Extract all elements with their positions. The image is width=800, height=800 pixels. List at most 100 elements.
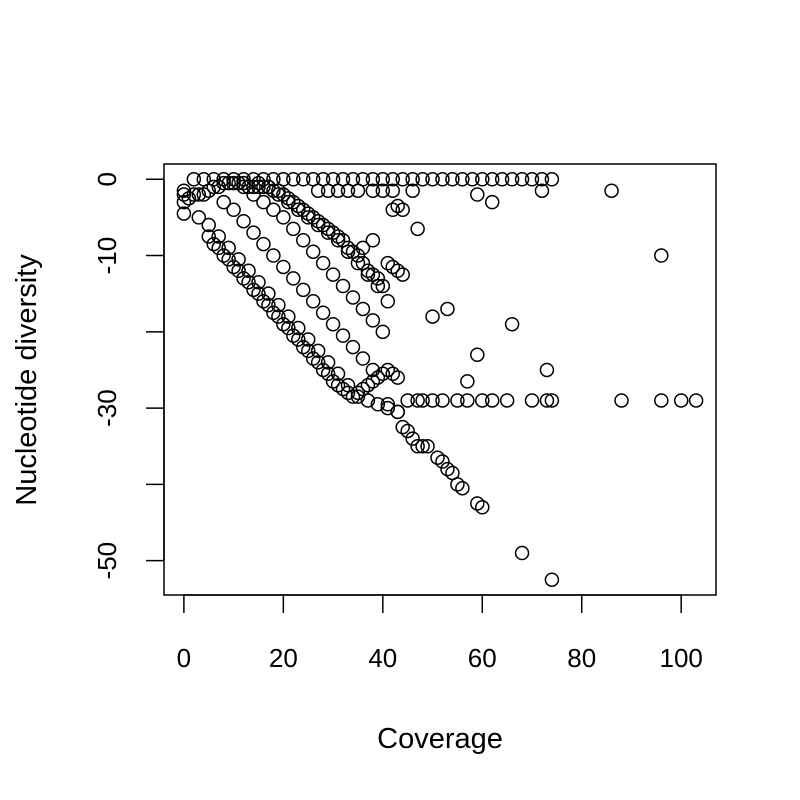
data-point [241,274,256,290]
data-point [614,393,629,408]
data-point [176,206,192,221]
data-point [191,187,207,202]
data-point [345,339,361,355]
data-point [370,370,386,385]
data-point [360,267,376,282]
data-point [365,183,381,198]
data-point [335,381,351,397]
data-point [281,309,296,324]
y-tick-label: -30 [92,389,122,427]
data-point [340,244,356,259]
data-point [291,202,306,218]
data-point [295,233,311,248]
data-point [241,179,256,195]
data-point [494,172,510,187]
data-point [330,183,346,198]
data-point [276,187,291,202]
data-point [271,297,286,313]
data-point [390,370,405,385]
data-point [330,377,346,393]
data-point [216,248,231,263]
x-axis: 0 20 40 60 80 100 [177,594,703,673]
data-point [246,282,261,298]
data-point [470,496,485,511]
data-point [251,179,266,195]
plot-frame [163,163,717,596]
y-tick-label: -50 [92,542,122,580]
data-point [246,179,261,195]
data-point [196,187,212,202]
data-point [231,175,246,191]
data-point [350,248,366,263]
data-point [236,172,251,187]
data-point [315,305,331,321]
data-point [271,309,286,324]
data-point [484,393,500,408]
data-point [524,172,540,187]
data-point [330,366,346,382]
data-point [231,252,246,267]
x-tick-label: 100 [659,643,702,673]
data-point [300,210,316,225]
data-point [355,240,371,256]
data-point [325,225,341,240]
data-point [400,393,415,408]
data-point [375,172,391,187]
data-point [241,263,256,279]
data-point [350,255,366,271]
data-point [385,202,401,218]
data-point [291,198,306,214]
data-point [534,183,550,198]
data-point [534,172,550,187]
data-point [415,393,430,408]
data-point [226,202,241,218]
data-point [276,316,291,332]
data-point [320,355,336,370]
data-point [395,172,410,187]
data-point [256,294,271,309]
data-point [256,179,271,195]
data-point [370,278,386,294]
data-point [211,240,226,256]
data-point [410,221,425,237]
data-point [484,194,500,210]
data-point [604,183,619,198]
data-point [400,423,415,439]
data-point [415,438,430,454]
data-point [475,393,490,408]
data-point [544,393,560,408]
data-point [390,404,405,420]
data-point [380,397,396,412]
data-point [475,500,490,515]
data-point [395,419,410,435]
data-point [251,274,266,290]
data-point [176,183,192,198]
data-point [504,172,520,187]
data-point [310,213,326,229]
x-tick-label: 20 [269,643,298,673]
data-point [435,393,450,408]
data-point [360,377,376,393]
y-axis-title: Nucleotide diversity [11,254,43,506]
data-point [271,187,286,202]
data-point [345,389,361,404]
data-point [375,278,391,294]
data-point [470,187,485,202]
data-point [330,233,346,248]
data-point [415,172,430,187]
scatter-points [176,172,704,587]
data-point [355,381,371,397]
data-point [251,286,266,301]
data-point [425,172,440,187]
data-point [524,393,540,408]
data-point [380,294,396,309]
data-point [266,183,281,198]
data-point [320,183,336,198]
data-point [295,202,311,218]
data-point [246,225,261,240]
data-point [261,286,276,301]
data-point [176,187,192,202]
data-point [455,480,470,496]
data-point [271,183,286,198]
data-point [340,183,356,198]
